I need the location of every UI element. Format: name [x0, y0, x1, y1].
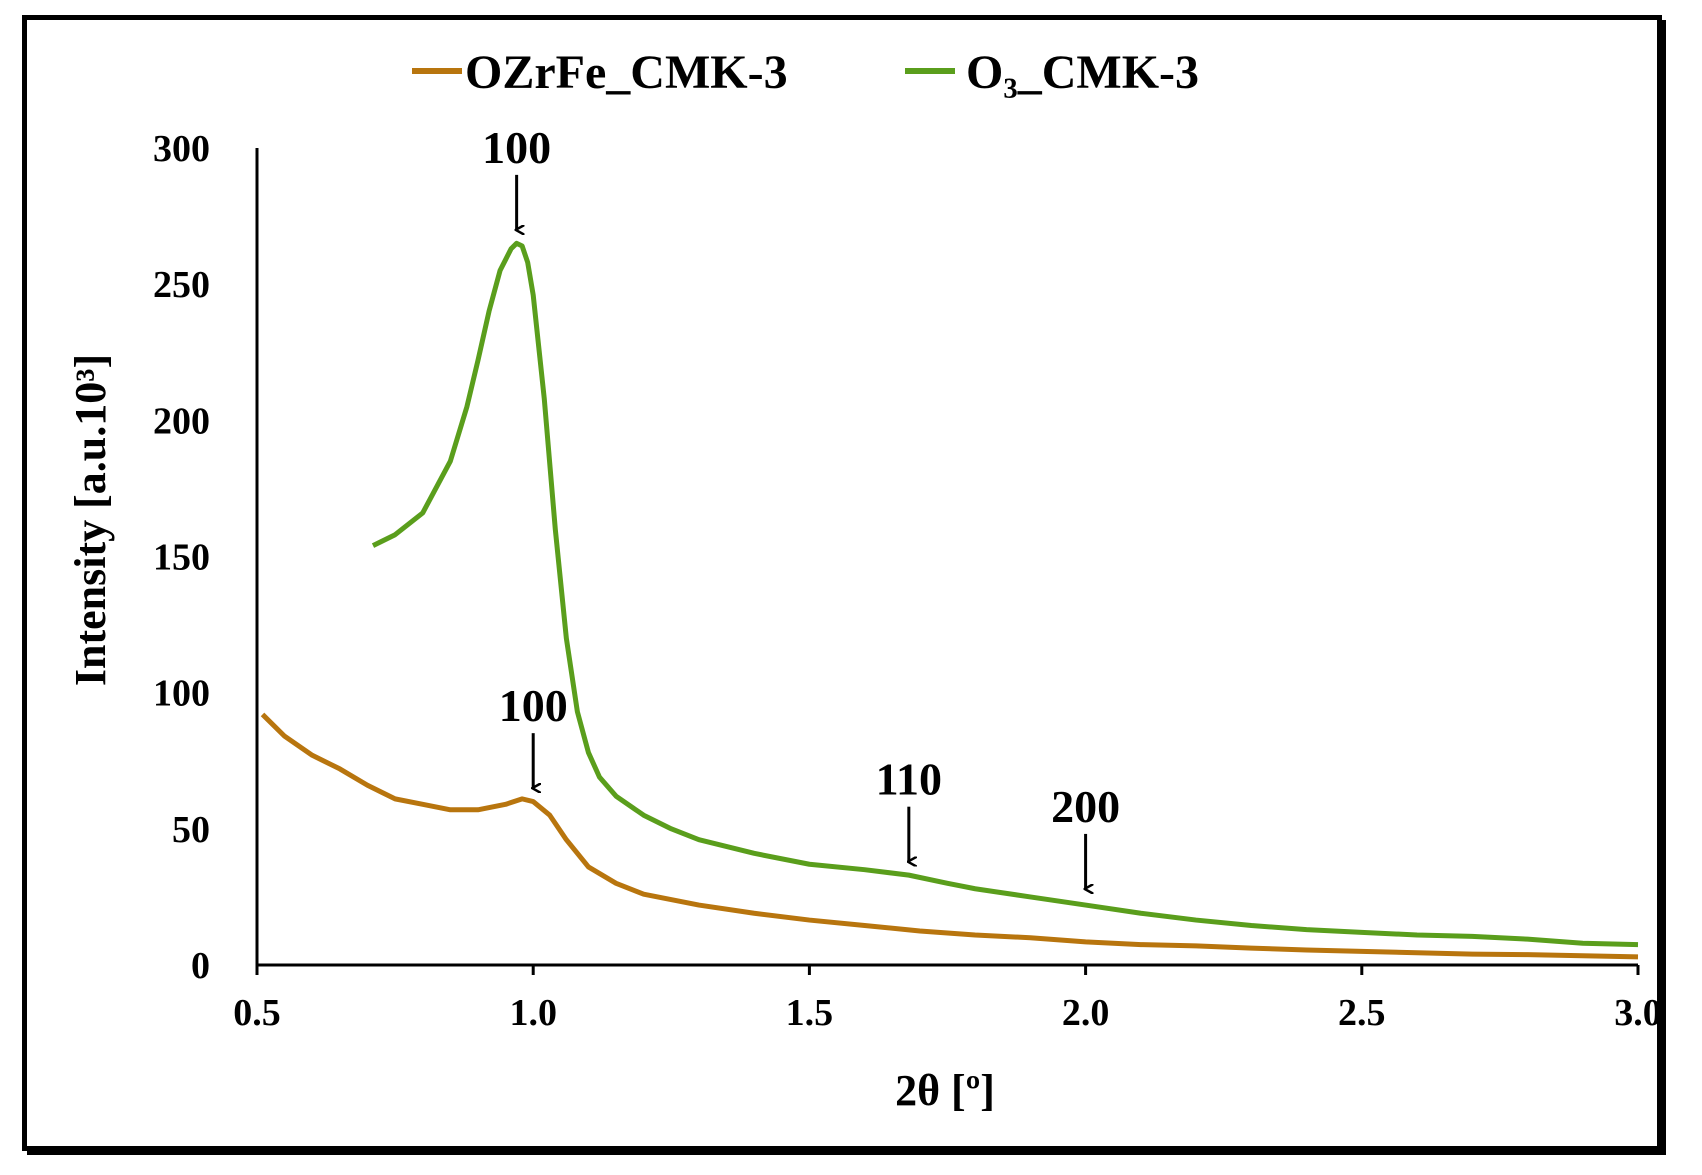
peak-label: 100: [482, 122, 551, 173]
peak-label: 100: [499, 680, 568, 731]
y-tick-label: 250: [153, 264, 210, 306]
x-tick-label: 1.5: [786, 992, 834, 1034]
x-axis-ticks: 0.5 1.0 1.5 2.0 2.5 3.0: [233, 965, 1662, 1034]
x-tick-label: 2.5: [1338, 992, 1386, 1034]
series-line-ozrfe-cmk3: [260, 712, 1639, 960]
series-line-o3-cmk3: [371, 240, 1639, 948]
x-axis-title: 2θ [º]: [895, 1066, 995, 1115]
y-tick-label: 50: [172, 809, 210, 851]
figure-frame: [22, 15, 1666, 1155]
x-tick-label: 0.5: [233, 992, 281, 1034]
y-tick-label: 0: [191, 945, 210, 987]
x-tick-label: 3.0: [1614, 992, 1662, 1034]
legend-label-o3-cmk3: O₃_CMK-3: [966, 46, 1199, 99]
legend: OZrFe_CMK-3 O₃_CMK-3: [412, 46, 1199, 99]
y-tick-label: 100: [153, 673, 210, 715]
legend-label-ozrfe-cmk3: OZrFe_CMK-3: [465, 46, 788, 99]
y-tick-label: 150: [153, 537, 210, 579]
y-tick-label: 300: [153, 128, 210, 170]
x-tick-label: 1.0: [509, 992, 557, 1034]
peak-label: 200: [1051, 781, 1120, 832]
peak-annotations: 100 100 110 200: [482, 122, 1120, 889]
y-axis-ticks: 0 50 100 150 200 250 300: [153, 128, 210, 987]
x-tick-label: 2.0: [1062, 992, 1110, 1034]
y-axis-title: Intensity [a.u.10³]: [66, 354, 115, 686]
peak-label: 110: [876, 754, 942, 805]
y-tick-label: 200: [153, 400, 210, 442]
